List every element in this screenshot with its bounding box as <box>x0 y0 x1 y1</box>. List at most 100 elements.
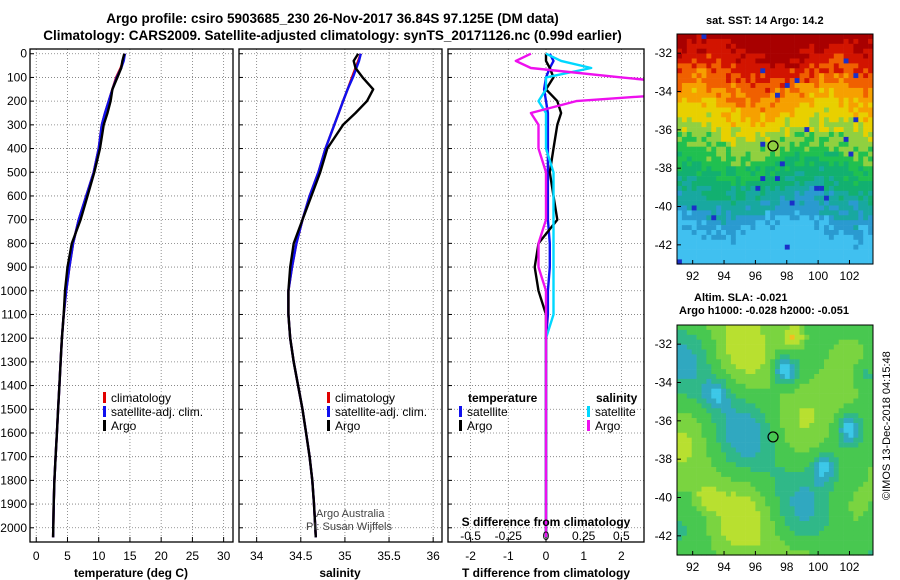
map-cell <box>730 364 737 370</box>
map-cell <box>770 132 776 138</box>
map-cell <box>711 423 717 429</box>
map-cell <box>853 423 859 429</box>
map-cell <box>789 467 795 473</box>
map-cell <box>848 195 854 201</box>
map-cell <box>804 239 810 245</box>
map-cell <box>726 225 732 231</box>
map-cell <box>828 107 835 113</box>
map-cell <box>819 476 825 483</box>
map-cell <box>701 442 707 448</box>
map-cell <box>794 344 800 350</box>
map-cell <box>730 540 737 546</box>
map-cell <box>804 364 810 370</box>
map-cell <box>677 540 683 546</box>
map-cell <box>760 176 766 182</box>
map-cell <box>696 63 702 69</box>
map-cell <box>789 374 795 380</box>
map-cell <box>701 344 707 350</box>
map-cell <box>706 34 712 40</box>
map-cell <box>775 220 781 226</box>
map-cell <box>750 545 756 551</box>
map-cell <box>804 423 810 429</box>
map-cell <box>686 87 692 94</box>
map-cell <box>809 127 815 133</box>
map-cell <box>868 127 874 133</box>
map-cell <box>833 254 839 260</box>
map-cell <box>779 58 786 64</box>
map-cell <box>784 521 790 527</box>
map-cell <box>755 112 761 118</box>
map-x-tick-label: 92 <box>686 269 700 283</box>
map-cell <box>794 496 800 502</box>
map-cell <box>726 38 732 45</box>
map-cell <box>828 230 835 236</box>
map-cell <box>740 58 746 64</box>
map-cell <box>691 329 697 336</box>
map-cell <box>863 378 869 385</box>
map-cell <box>706 383 712 389</box>
map-cell <box>740 521 746 527</box>
map-cell <box>809 535 815 541</box>
map-cell <box>745 122 751 128</box>
map-cell <box>745 349 751 355</box>
map-cell <box>706 339 712 345</box>
map-cell <box>814 259 820 265</box>
map-cell <box>735 34 741 40</box>
map-cell <box>843 97 849 103</box>
map-cell <box>701 195 707 201</box>
map-cell <box>721 472 727 478</box>
map-cell <box>775 359 781 365</box>
map-cell <box>784 210 790 216</box>
map-cell <box>701 339 707 345</box>
map-cell <box>740 53 746 59</box>
map-cell <box>691 408 697 414</box>
map-cell <box>775 535 781 541</box>
map-cell <box>828 349 835 355</box>
map-cell <box>721 432 727 438</box>
map-cell <box>853 249 859 255</box>
map-cell <box>745 200 751 206</box>
map-cell <box>779 225 786 231</box>
map-cell <box>858 43 864 49</box>
map-cell <box>681 244 688 250</box>
map-cell <box>716 423 722 429</box>
map-cell <box>716 481 722 487</box>
map-cell <box>730 171 737 177</box>
map-cell <box>804 481 810 487</box>
map-cell <box>868 442 874 448</box>
map-cell <box>824 457 830 463</box>
map-cell <box>848 325 854 331</box>
map-cell <box>726 117 732 123</box>
map-cell <box>701 58 707 64</box>
map-cell <box>691 535 697 541</box>
map-cell <box>711 535 717 541</box>
map-cell <box>819 369 825 375</box>
map-cell <box>686 462 692 468</box>
map-x-tick-label: 92 <box>686 560 700 574</box>
map-cell <box>804 447 810 453</box>
map-cell <box>784 525 790 532</box>
map-cell <box>819 210 825 216</box>
map-cell <box>711 530 717 536</box>
map-cell <box>706 329 712 336</box>
map-cell <box>863 398 869 404</box>
map-cell <box>848 117 854 123</box>
map-cell <box>843 511 849 517</box>
map-cell <box>711 97 717 103</box>
map-cell <box>711 63 717 69</box>
map-cell <box>701 48 707 54</box>
map-cell <box>760 393 766 399</box>
map-cell <box>814 181 820 187</box>
map-cell <box>686 423 692 429</box>
map-cell <box>711 457 717 463</box>
map-cell <box>760 486 766 492</box>
map-cell <box>696 225 702 231</box>
map-cell <box>755 225 761 231</box>
map-cell <box>735 501 741 507</box>
map-cell <box>735 467 741 473</box>
map-cell <box>686 334 692 340</box>
map-cell <box>677 467 683 473</box>
y-tick-label: 1600 <box>0 426 27 440</box>
map-cell <box>716 344 722 350</box>
map-cell <box>745 220 751 226</box>
